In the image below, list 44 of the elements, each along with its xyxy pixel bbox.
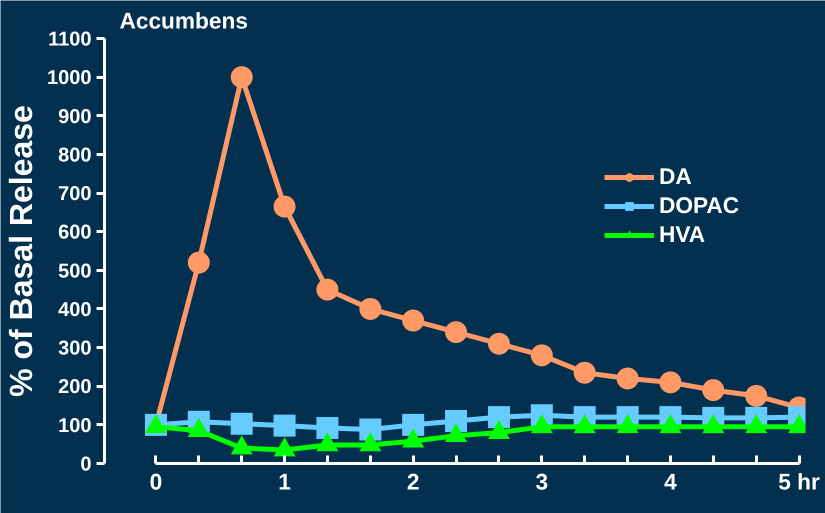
point (274, 414, 296, 437)
y-tick-label: 400 (58, 298, 92, 321)
point (316, 278, 338, 301)
y-tick-label: 200 (58, 376, 92, 398)
point (402, 414, 424, 436)
x-tick-label: 1 (278, 468, 291, 494)
point (616, 368, 639, 390)
point (702, 379, 724, 402)
x-tick-label: 3 (536, 468, 548, 494)
point (659, 371, 682, 394)
point (359, 298, 382, 320)
point (230, 66, 253, 88)
y-tick-label: 700 (58, 183, 92, 206)
point (316, 416, 338, 439)
y-tick-label: 600 (58, 222, 92, 244)
y-axis-title: % of Basal Release (3, 105, 40, 397)
y-tick-label: 800 (58, 144, 92, 166)
point (574, 362, 596, 384)
point (274, 196, 296, 218)
x-tick-label: 5 hr (778, 468, 820, 494)
y-tick-label: 1000 (47, 67, 92, 90)
legend-label: HVA (659, 221, 706, 248)
y-tick-label: 300 (58, 338, 92, 360)
point (402, 310, 424, 332)
point (488, 332, 510, 355)
y-tick-label: 1100 (48, 28, 92, 50)
x-tick-label: 2 (406, 468, 420, 494)
point (230, 412, 253, 435)
x-tick-label: 0 (150, 468, 162, 494)
point (445, 410, 468, 432)
point (188, 252, 210, 274)
point (530, 344, 553, 366)
point (445, 321, 468, 344)
y-tick-label: 100 (58, 414, 92, 437)
y-tick-label: 900 (58, 106, 92, 128)
point (488, 406, 510, 428)
point (745, 384, 768, 407)
point (359, 418, 382, 440)
legend-label: DA (659, 163, 692, 190)
chart-title: Accumbens (120, 8, 248, 34)
legend-label: DOPAC (659, 192, 740, 219)
y-tick-label: 500 (58, 260, 92, 282)
x-tick-label: 4 (664, 468, 678, 494)
y-tick-label: 0 (80, 454, 92, 476)
